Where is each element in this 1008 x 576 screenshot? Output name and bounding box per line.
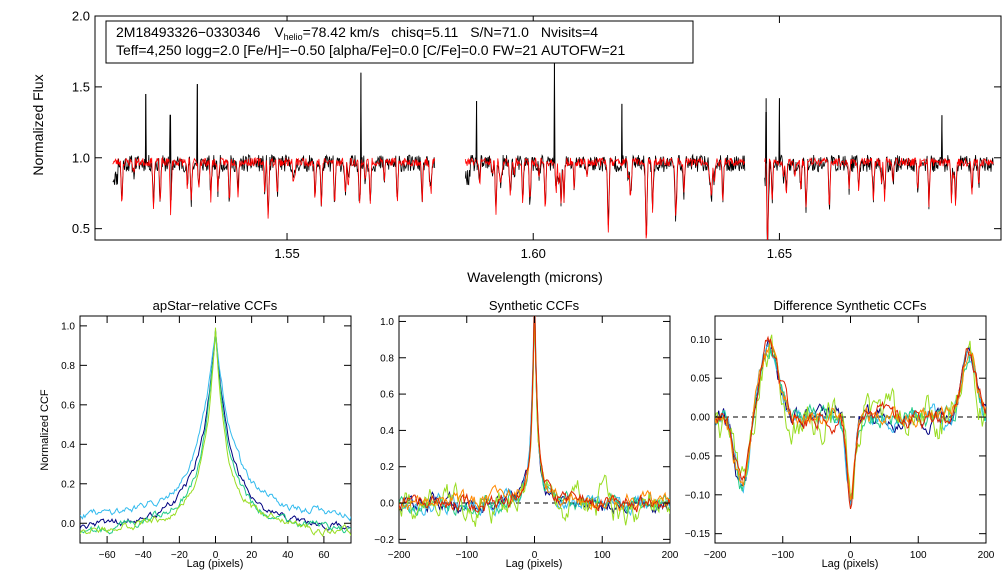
apstar-xtick-label: 0 bbox=[213, 550, 219, 561]
apstar-xtick-label: −60 bbox=[99, 550, 116, 561]
synthetic-ytick-label: 0.4 bbox=[380, 426, 394, 437]
synthetic-ytick-label: 0.2 bbox=[380, 462, 394, 473]
spectrum-ytick-label: 2.0 bbox=[72, 9, 90, 24]
synthetic-xtick-label: −200 bbox=[388, 550, 411, 561]
difference-xtick-label: 0 bbox=[848, 550, 854, 561]
synthetic-series-3 bbox=[399, 316, 670, 517]
difference-ytick-label: 0.00 bbox=[691, 413, 711, 424]
difference-ytick-label: −0.10 bbox=[685, 490, 711, 501]
annotation-star: 2M18493326−0330346 bbox=[116, 24, 261, 40]
difference-xtick-label: −100 bbox=[771, 550, 794, 561]
synthetic-ytick-label: 1.0 bbox=[380, 317, 394, 328]
spectrum-series-model bbox=[112, 156, 436, 219]
spectrum-plot-frame bbox=[94, 15, 1002, 241]
difference-ccf-panel: −200 −100 0 100 200 −0.15 −0.10 −0.05 0.00 0.05 0.… bbox=[685, 298, 995, 570]
synthetic-xlabel: Lag (pixels) bbox=[506, 558, 563, 570]
apstar-plot-frame bbox=[79, 315, 352, 544]
annotation-vhelio-prefix: V bbox=[274, 24, 284, 40]
difference-xtick-label: 100 bbox=[910, 550, 927, 561]
apstar-series-1 bbox=[80, 330, 351, 531]
spectrum-xtick-label: 1.65 bbox=[767, 246, 792, 261]
spectrum-series-observed bbox=[464, 61, 746, 235]
apstar-xtick-label: −40 bbox=[135, 550, 152, 561]
apstar-ytick-label: 0.0 bbox=[61, 519, 75, 530]
difference-xlabel: Lag (pixels) bbox=[822, 558, 879, 570]
apstar-series-2 bbox=[80, 330, 351, 522]
apstar-xtick-label: 20 bbox=[246, 550, 258, 561]
synthetic-ccf-lines bbox=[399, 316, 670, 527]
synthetic-xtick-label: −100 bbox=[455, 550, 478, 561]
annotation-box bbox=[105, 20, 694, 64]
apstar-ylabel: Normalized CCF bbox=[39, 389, 51, 471]
difference-ytick-label: 0.10 bbox=[691, 335, 711, 346]
difference-series-5 bbox=[715, 338, 986, 501]
spectrum-xlabel: Wavelength (microns) bbox=[467, 269, 603, 285]
apstar-ccf-lines bbox=[80, 327, 351, 537]
apstar-ytick-label: 0.6 bbox=[61, 400, 75, 411]
spectrum-series-model bbox=[764, 157, 994, 240]
spectrum-ylabel: Normalized Flux bbox=[30, 74, 46, 175]
annotation-vhelio-sub: helio bbox=[284, 32, 303, 42]
apstar-title: apStar−relative CCFs bbox=[153, 298, 278, 313]
spectrum-series-model bbox=[464, 156, 746, 239]
spectrum-lines bbox=[112, 61, 994, 240]
spectrum-series-observed bbox=[112, 72, 436, 215]
annotation-vhelio-value: =78.42 km/s bbox=[303, 24, 380, 40]
apstar-series-4 bbox=[80, 327, 351, 537]
difference-axes: −200 −100 0 100 200 −0.15 −0.10 −0.05 0.00 0.05 0.… bbox=[685, 316, 995, 561]
apstar-ytick-label: 0.8 bbox=[61, 361, 75, 372]
spectrum-panel: 1.55 1.60 1.65 0.5 1.0 1.5 2.0 2M18493326−0330… bbox=[30, 9, 1002, 285]
synthetic-xtick-label: 100 bbox=[594, 550, 611, 561]
apstar-xlabel: Lag (pixels) bbox=[187, 558, 244, 570]
difference-ytick-label: −0.15 bbox=[685, 529, 711, 540]
apstar-xtick-label: 60 bbox=[318, 550, 330, 561]
difference-xtick-label: −200 bbox=[704, 550, 727, 561]
spectrum-axes: 1.55 1.60 1.65 0.5 1.0 1.5 2.0 bbox=[72, 9, 1001, 261]
synthetic-ytick-label: 0.0 bbox=[380, 499, 394, 510]
spectrum-series-observed bbox=[764, 98, 994, 240]
apstar-xtick-label: 40 bbox=[282, 550, 294, 561]
synthetic-axes: −200 −100 0 100 200 −0.2 0.0 0.2 0.4 0.6 0.8 1.0 bbox=[374, 316, 679, 561]
annotation-line-2: Teff=4,250 logg=2.0 [Fe/H]=−0.50 [alpha/… bbox=[116, 42, 625, 58]
difference-ytick-label: −0.05 bbox=[685, 451, 711, 462]
synthetic-ytick-label: −0.2 bbox=[374, 535, 394, 546]
synthetic-ytick-label: 0.6 bbox=[380, 390, 394, 401]
spectrum-ytick-label: 1.0 bbox=[72, 150, 90, 165]
annotation-line-1: 2M18493326−0330346 Vhelio=78.42 km/s chi… bbox=[116, 24, 598, 42]
apstar-ytick-label: 1.0 bbox=[61, 321, 75, 332]
spectrum-xtick-label: 1.60 bbox=[521, 246, 546, 261]
apstar-axes: −60 −40 −20 0 20 40 60 0.0 0.2 0.4 0.6 0.8 1.0 bbox=[61, 316, 351, 561]
synthetic-xtick-label: 200 bbox=[662, 550, 679, 561]
apstar-xtick-label: −20 bbox=[171, 550, 188, 561]
annotation-chisq: chisq=5.11 bbox=[391, 24, 458, 40]
apstar-ytick-label: 0.4 bbox=[61, 440, 75, 451]
spectrum-ytick-label: 1.5 bbox=[72, 79, 90, 94]
synthetic-series-6 bbox=[399, 316, 670, 513]
synthetic-ytick-label: 0.8 bbox=[380, 353, 394, 364]
difference-title: Difference Synthetic CCFs bbox=[774, 298, 927, 313]
apstar-ccf-panel: −60 −40 −20 0 20 40 60 0.0 0.2 0.4 0.6 0.8 1.0 apSta… bbox=[39, 298, 352, 570]
spectrum-ytick-label: 0.5 bbox=[72, 221, 90, 236]
difference-ccf-lines bbox=[715, 334, 986, 510]
apstar-ytick-label: 0.2 bbox=[61, 479, 75, 490]
synthetic-ccf-panel: −200 −100 0 100 200 −0.2 0.0 0.2 0.4 0.6 0.8 1.0 Sy… bbox=[374, 298, 679, 570]
annotation-snr: S/N=71.0 bbox=[470, 24, 529, 40]
annotation-nvisits: Nvisits=4 bbox=[541, 24, 598, 40]
synthetic-series-4 bbox=[399, 316, 670, 527]
apstar-series-3 bbox=[80, 331, 351, 535]
synthetic-xtick-label: 0 bbox=[532, 550, 538, 561]
spectrum-xtick-label: 1.55 bbox=[274, 246, 299, 261]
difference-ytick-label: 0.05 bbox=[691, 374, 711, 385]
synthetic-title: Synthetic CCFs bbox=[489, 298, 580, 313]
difference-series-6 bbox=[715, 335, 986, 510]
difference-xtick-label: 200 bbox=[978, 550, 995, 561]
